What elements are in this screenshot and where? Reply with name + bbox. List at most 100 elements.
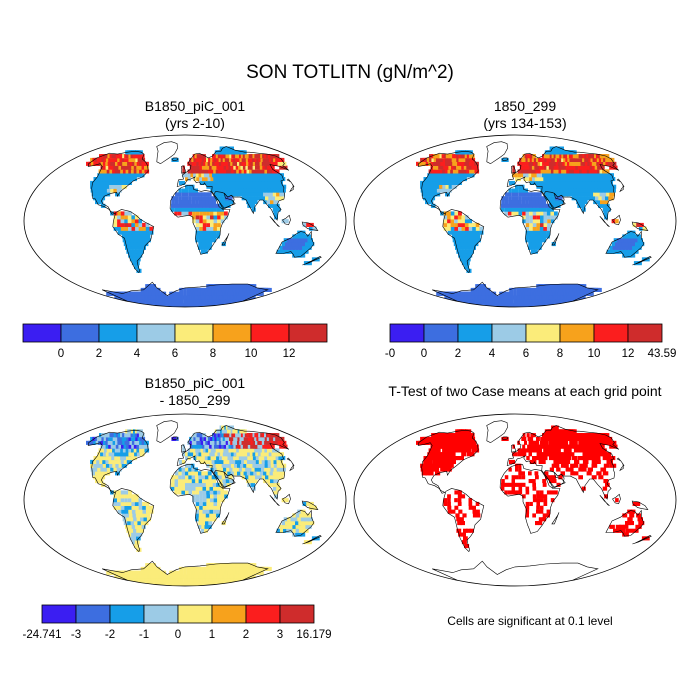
map-cell (461, 448, 467, 453)
map-cell (136, 444, 142, 449)
map-cell (178, 570, 181, 575)
map-cell (546, 444, 551, 449)
map-cell (227, 192, 232, 197)
map-cell (464, 429, 472, 434)
map-cell (117, 501, 121, 506)
map-cell (444, 456, 450, 461)
map-cell (181, 303, 183, 307)
map-cell (447, 501, 451, 506)
map-cell (109, 463, 115, 468)
map-cell (129, 517, 134, 522)
map-cell (193, 566, 197, 571)
map-cell (522, 165, 526, 170)
coastline-borneo (282, 493, 291, 505)
map-cell (131, 452, 137, 457)
map-cell (230, 471, 235, 476)
map-cell (227, 471, 232, 476)
map-cell (549, 479, 553, 484)
map-cell (565, 180, 571, 185)
map-cell (276, 467, 283, 472)
map-cell (220, 215, 225, 220)
map-cell (546, 234, 550, 239)
map-cell (142, 222, 146, 227)
map-cell (448, 184, 454, 189)
map-cell (423, 184, 430, 189)
map-cell (227, 463, 233, 468)
map-cell (174, 479, 179, 484)
map-cell (100, 482, 106, 487)
map-cell (546, 203, 550, 208)
map-cell (476, 238, 481, 243)
map-cell (131, 222, 136, 227)
coastline-australia (605, 230, 645, 258)
map-cell (221, 184, 227, 189)
map-cell (193, 456, 197, 461)
map-cell (192, 486, 196, 491)
map-cell (136, 528, 141, 533)
map-cell (276, 173, 284, 178)
map-cell (475, 222, 480, 227)
map-cell (127, 494, 132, 499)
map-cell (208, 475, 213, 480)
map-cell (507, 207, 512, 212)
map-cell (556, 467, 561, 472)
map-cell (240, 471, 245, 476)
map-cell (139, 169, 144, 174)
map-cell (226, 169, 231, 174)
map-cell (185, 303, 187, 307)
map-cell (146, 230, 150, 235)
map-cell (210, 177, 215, 182)
map-cell (188, 203, 193, 208)
map-cell (536, 215, 540, 220)
map-cell (179, 299, 182, 304)
map-cell (200, 249, 205, 254)
map-cell (192, 291, 196, 296)
map-cell (186, 570, 189, 575)
map-cell (508, 180, 513, 185)
map-cell (187, 295, 190, 300)
map-cell (519, 291, 522, 296)
map-cell (515, 299, 517, 304)
map-cell (550, 219, 555, 224)
map-cell (524, 440, 527, 445)
map-cell (201, 196, 206, 201)
map-cell (212, 238, 217, 243)
map-cell (515, 188, 519, 193)
map-cell (209, 234, 213, 239)
map-cell (181, 486, 185, 491)
map-cell (102, 184, 109, 189)
map-cell (199, 566, 203, 571)
map-cell (532, 211, 537, 216)
coastline-japan (286, 457, 295, 472)
map-cell (472, 505, 476, 510)
map-cell (544, 440, 549, 445)
map-cell (142, 501, 146, 506)
map-cell (580, 203, 586, 208)
map-cell (195, 452, 200, 457)
map-cell (178, 203, 182, 208)
map-cell (629, 234, 635, 239)
map-cell (214, 440, 219, 445)
map-cell (573, 184, 579, 189)
map-cell (205, 459, 210, 464)
map-cell (195, 226, 200, 231)
map-cell (501, 482, 505, 487)
map-cell (209, 207, 214, 212)
map-cell (302, 501, 307, 506)
map-cell (120, 459, 126, 464)
map-cell (200, 169, 204, 174)
map-cell (466, 173, 472, 178)
map-cell (226, 188, 231, 193)
map-cell (515, 482, 519, 487)
map-cell (276, 459, 283, 464)
map-cell (461, 230, 466, 235)
map-cell (230, 192, 235, 197)
map-cell (537, 456, 542, 461)
map-cell (472, 226, 476, 231)
map-cell (209, 444, 214, 449)
colorbar-tick-label: 43.59 (648, 348, 677, 360)
map-cell (459, 249, 465, 254)
map-cell (212, 452, 217, 457)
map-cell (171, 157, 175, 162)
map-cell (461, 222, 466, 227)
